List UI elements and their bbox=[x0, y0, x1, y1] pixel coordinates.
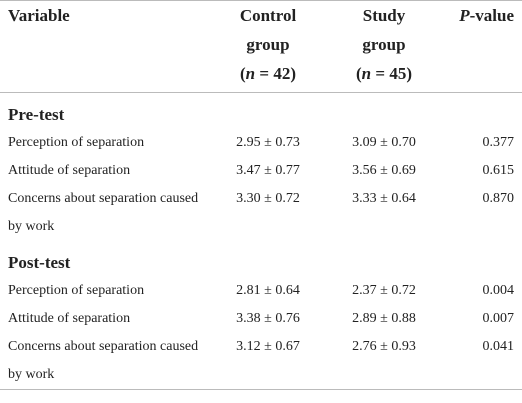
section-row: Post-test bbox=[0, 241, 522, 277]
section-title: Post-test bbox=[8, 253, 71, 272]
data-row: Attitude of separation 3.47 ± 0.77 3.56 ± … bbox=[0, 157, 522, 185]
variable-cell: Concerns about separation caused by work bbox=[8, 339, 199, 382]
value-cell: 3.30 ± 0.72 bbox=[236, 191, 300, 206]
header-note-part: = 42) bbox=[255, 64, 296, 83]
header-part: -value bbox=[469, 6, 514, 25]
value-cell: 3.33 ± 0.64 bbox=[352, 191, 416, 206]
p-value-cell: 0.041 bbox=[482, 339, 515, 354]
data-row: Concerns about separation caused by work… bbox=[0, 333, 522, 390]
p-value-cell: 0.615 bbox=[482, 163, 515, 178]
header-line: Study bbox=[362, 6, 406, 25]
variable-cell: Attitude of separation bbox=[8, 311, 131, 326]
p-value-cell: 0.004 bbox=[482, 283, 515, 298]
variable-cell: Perception of separation bbox=[8, 135, 145, 150]
p-value-cell: 0.377 bbox=[482, 135, 515, 150]
variable-cell: Concerns about separation caused by work bbox=[8, 191, 199, 234]
header-note-part: ( bbox=[356, 64, 362, 83]
data-row: Concerns about separation caused by work… bbox=[0, 185, 522, 241]
value-cell: 2.37 ± 0.72 bbox=[352, 283, 416, 298]
header-note-part: n bbox=[361, 64, 372, 83]
header-line: group bbox=[362, 35, 406, 54]
variable-cell: Perception of separation bbox=[8, 283, 145, 298]
value-cell: 3.38 ± 0.76 bbox=[236, 311, 300, 326]
header-note-part: ( bbox=[240, 64, 246, 83]
header-note-part: n bbox=[245, 64, 256, 83]
value-cell: 2.89 ± 0.88 bbox=[352, 311, 416, 326]
header-cell: Control group (n = 42) bbox=[213, 0, 323, 93]
value-cell: 2.95 ± 0.73 bbox=[236, 135, 300, 150]
value-cell: 3.09 ± 0.70 bbox=[352, 135, 416, 150]
header-cell: Variable bbox=[0, 0, 213, 93]
header-line: group bbox=[246, 35, 290, 54]
header-cell: Study group (n = 45) bbox=[323, 0, 445, 93]
data-row: Attitude of separation 3.38 ± 0.76 2.89 ± … bbox=[0, 305, 522, 333]
data-row: Perception of separation 2.95 ± 0.73 3.09 … bbox=[0, 129, 522, 157]
header-note: (n = 45) bbox=[323, 59, 445, 88]
header-cell: P-value bbox=[445, 0, 522, 93]
table-body: Pre-test Perception of separation 2.95 ± 0… bbox=[0, 93, 522, 390]
header-line: Control bbox=[239, 6, 297, 25]
section-row: Pre-test bbox=[0, 93, 522, 130]
value-cell: 3.56 ± 0.69 bbox=[352, 163, 416, 178]
data-table: Variable Control group (n = 42) Study group (n… bbox=[0, 0, 522, 390]
value-cell: 2.81 ± 0.64 bbox=[236, 283, 300, 298]
header-text: Variable bbox=[8, 6, 70, 25]
value-cell: 3.12 ± 0.67 bbox=[236, 339, 300, 354]
p-value-cell: 0.007 bbox=[482, 311, 515, 326]
header-part: P bbox=[459, 6, 470, 25]
variable-cell: Attitude of separation bbox=[8, 163, 131, 178]
section-title: Pre-test bbox=[8, 105, 65, 124]
table-header: Variable Control group (n = 42) Study group (n… bbox=[0, 0, 522, 93]
data-row: Perception of separation 2.81 ± 0.64 2.37 … bbox=[0, 277, 522, 305]
p-value-cell: 0.870 bbox=[482, 191, 515, 206]
header-note: (n = 42) bbox=[213, 59, 323, 88]
value-cell: 2.76 ± 0.93 bbox=[352, 339, 416, 354]
header-note-part: = 45) bbox=[371, 64, 412, 83]
value-cell: 3.47 ± 0.77 bbox=[236, 163, 300, 178]
header-row: Variable Control group (n = 42) Study group (n… bbox=[0, 0, 522, 93]
